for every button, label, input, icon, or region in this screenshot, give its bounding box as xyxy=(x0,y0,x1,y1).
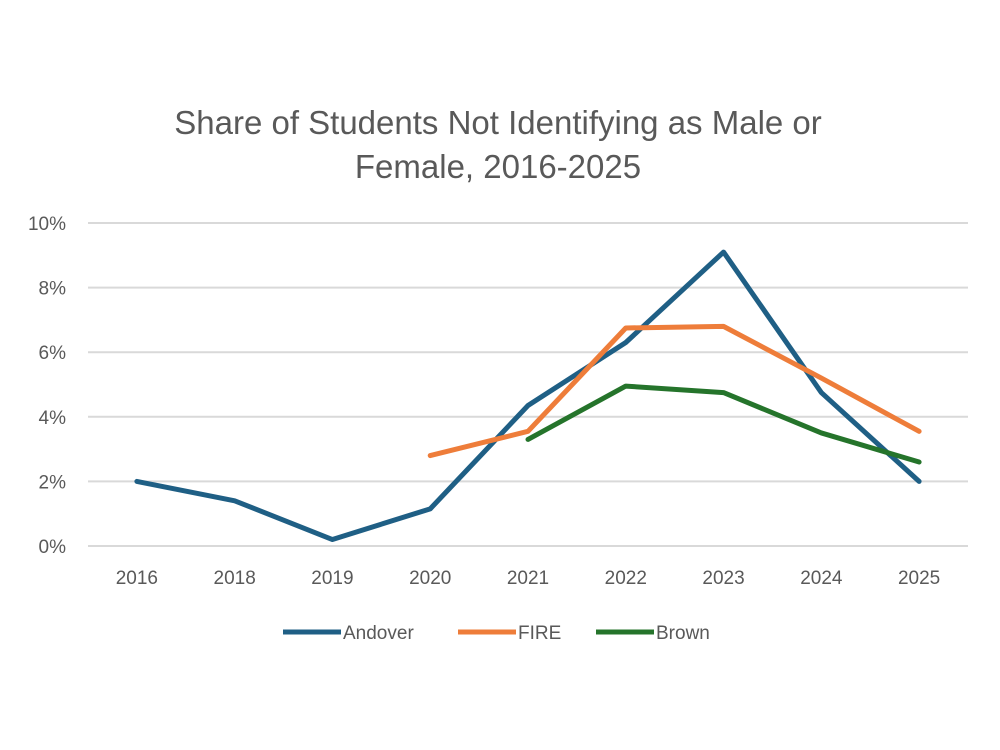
legend-item-brown: Brown xyxy=(596,623,710,644)
x-tick-label: 2024 xyxy=(800,568,843,589)
x-tick-label: 2019 xyxy=(311,568,353,589)
y-tick-label: 8% xyxy=(39,279,67,300)
legend-label: Brown xyxy=(656,623,710,644)
x-tick-label: 2025 xyxy=(898,568,940,589)
y-tick-label: 4% xyxy=(39,408,67,429)
y-tick-label: 0% xyxy=(39,537,67,558)
legend-label: Andover xyxy=(343,623,414,644)
x-tick-label: 2021 xyxy=(507,568,549,589)
legend-item-fire: FIRE xyxy=(458,623,561,644)
y-tick-label: 6% xyxy=(39,343,67,364)
x-tick-label: 2016 xyxy=(116,568,158,589)
series-line-fire xyxy=(427,323,922,459)
y-tick-label: 2% xyxy=(39,472,67,493)
chart-title-line-2: Female, 2016-2025 xyxy=(355,148,641,185)
legend-label: FIRE xyxy=(518,623,561,644)
x-tick-label: 2023 xyxy=(702,568,744,589)
y-tick-label: 10% xyxy=(28,214,66,235)
legend-item-andover: Andover xyxy=(283,623,414,644)
x-tick-label: 2022 xyxy=(605,568,647,589)
chart-title-line-1: Share of Students Not Identifying as Mal… xyxy=(174,104,822,141)
series-line-andover xyxy=(134,249,922,543)
x-tick-label: 2018 xyxy=(214,568,256,589)
x-tick-label: 2020 xyxy=(409,568,451,589)
